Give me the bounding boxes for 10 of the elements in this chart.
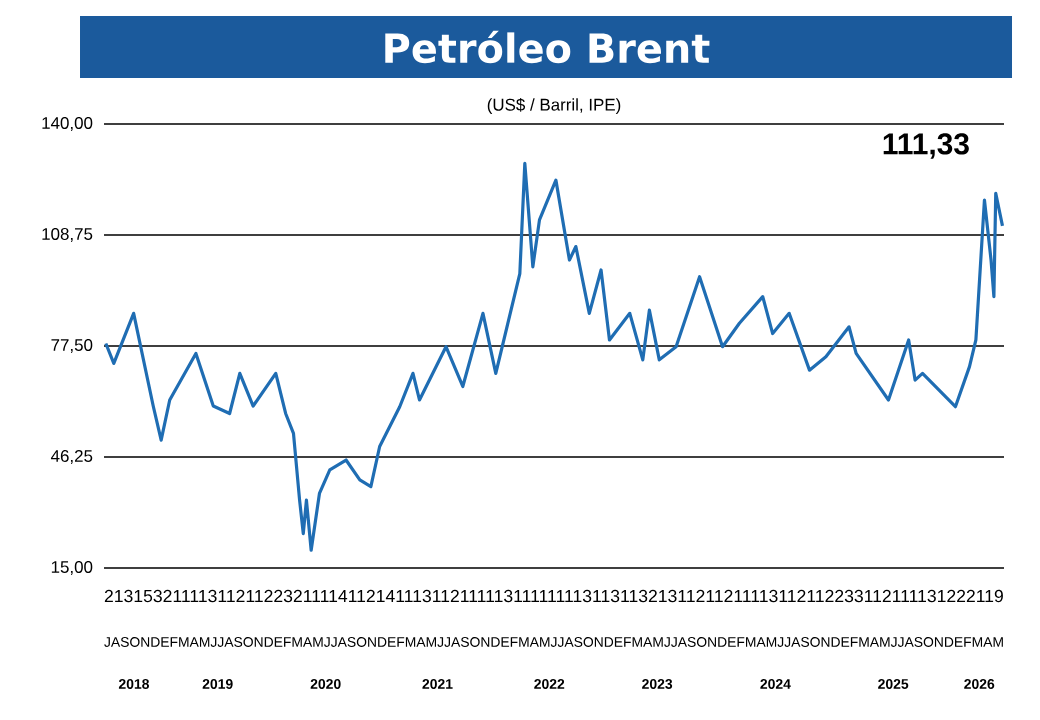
line-series — [104, 161, 1005, 552]
y-tick-label: 140,00 — [42, 117, 93, 131]
y-tick-label: 108,75 — [42, 228, 93, 242]
text: 2131532111131121122321111411214111311211111311111111311311321311211211113112112233112111131222119 — [104, 589, 1003, 603]
annotation: 111,33 — [883, 133, 969, 159]
y-tick-label: 15,00 — [51, 561, 93, 575]
y-tick-label: 46,25 — [50, 450, 93, 464]
chart-subtitle: (US$ / Barril, IPE) — [487, 97, 621, 115]
chart-title: Petróleo Brent — [385, 30, 710, 64]
y-tick-label: 77,50 — [51, 339, 93, 353]
